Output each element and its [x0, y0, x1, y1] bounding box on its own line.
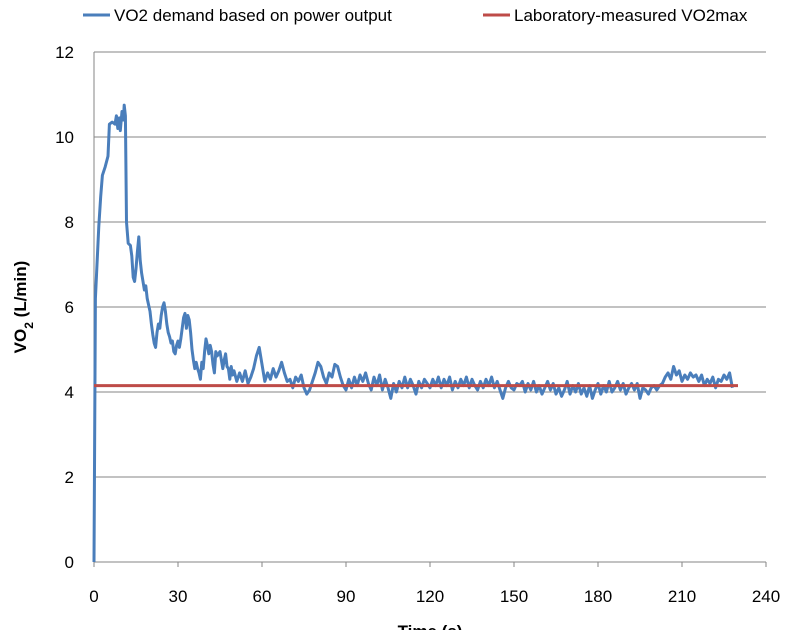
legend-label-vo2max: Laboratory-measured VO2max	[514, 6, 748, 25]
x-axis-title: Time (s)	[398, 622, 463, 630]
y-tick-label: 12	[55, 43, 74, 62]
y-tick-label: 4	[65, 383, 74, 402]
grid	[94, 51, 766, 478]
x-tick-label: 90	[337, 587, 356, 606]
x-tick-label: 120	[416, 587, 444, 606]
legend: VO2 demand based on power output Laborat…	[83, 6, 748, 25]
x-tick-labels: 0 30 60 90 120 150 180 210 240	[89, 562, 780, 606]
x-tick-label: 150	[500, 587, 528, 606]
y-tick-label: 8	[65, 213, 74, 232]
x-tick-label: 60	[253, 587, 272, 606]
x-tick-label: 0	[89, 587, 98, 606]
y-tick-label: 10	[55, 128, 74, 147]
y-axis-title: VO2 (L/min)	[11, 261, 36, 354]
x-tick-label: 180	[584, 587, 612, 606]
y-tick-label: 6	[65, 298, 74, 317]
series-line-vo2-demand	[92, 103, 734, 563]
x-tick-label: 240	[752, 587, 780, 606]
y-tick-label: 2	[65, 468, 74, 487]
y-tick-label: 0	[65, 553, 74, 572]
legend-label-vo2-demand: VO2 demand based on power output	[114, 6, 392, 25]
y-tick-labels: 0 2 4 6 8 10 12	[55, 43, 74, 572]
x-tick-label: 30	[169, 587, 188, 606]
x-tick-label: 210	[668, 587, 696, 606]
